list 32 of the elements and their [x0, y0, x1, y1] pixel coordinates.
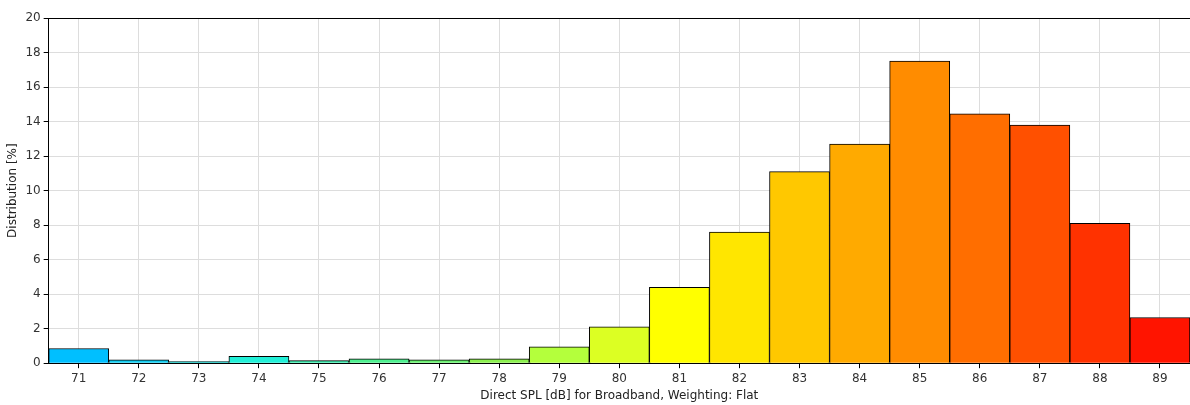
y-tick-label: 16 — [25, 79, 41, 94]
x-tick-label: 88 — [1092, 370, 1108, 385]
x-tick-label: 76 — [371, 370, 387, 385]
y-tick-label: 18 — [25, 44, 41, 59]
x-tick-label: 82 — [731, 370, 748, 385]
x-tick-label: 74 — [251, 370, 267, 385]
y-axis-title: Distribution [%] — [5, 143, 20, 238]
y-tick-label: 12 — [25, 148, 41, 163]
x-tick-label: 79 — [551, 370, 567, 385]
x-tick-label: 84 — [851, 370, 868, 385]
y-tick-label: 14 — [25, 113, 41, 128]
x-tick-label: 73 — [191, 370, 207, 385]
y-tick-label: 0 — [33, 355, 41, 370]
y-tick-label: 10 — [25, 182, 41, 197]
x-tick-label: 89 — [1152, 370, 1168, 385]
x-tick-label: 72 — [131, 370, 147, 385]
x-tick-label: 87 — [1032, 370, 1048, 385]
y-tick-label: 4 — [33, 286, 41, 301]
y-tick-label: 20 — [25, 10, 41, 25]
y-tick-label: 6 — [33, 251, 41, 266]
x-tick-label: 78 — [491, 370, 507, 385]
x-tick-label: 75 — [311, 370, 327, 385]
x-tick-label: 80 — [611, 370, 627, 385]
x-tick-label: 83 — [791, 370, 808, 385]
y-tick-label: 2 — [33, 320, 41, 335]
x-axis-title: Direct SPL [dB] for Broadband, Weighting: Flat — [480, 387, 759, 402]
y-tick-label: 8 — [33, 217, 41, 232]
x-tick-label: 71 — [71, 370, 87, 385]
x-tick-label: 85 — [912, 370, 928, 385]
x-tick-label: 77 — [431, 370, 447, 385]
x-tick-label: 86 — [972, 370, 988, 385]
x-tick-label: 81 — [671, 370, 688, 385]
